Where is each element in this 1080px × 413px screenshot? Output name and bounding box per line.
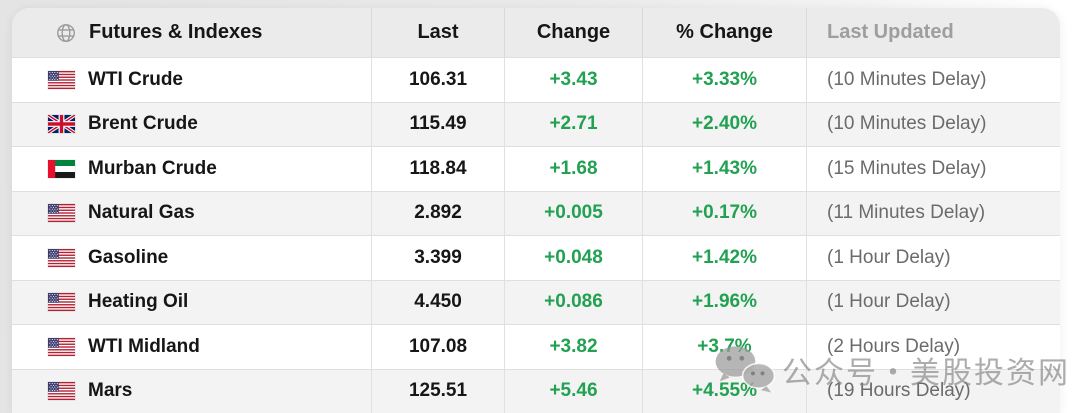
table-row[interactable]: Natural Gas 2.892 +0.005 +0.17% (11 Minu… — [12, 190, 1060, 235]
instrument-cell: Murban Crude — [12, 147, 372, 191]
instrument-name: Mars — [88, 380, 133, 402]
last-updated-delay: (19 Hours Delay) — [827, 380, 971, 402]
column-header-label: Futures & Indexes — [89, 21, 263, 43]
table-body: WTI Crude 106.31 +3.43 +3.33% (10 Minute… — [12, 57, 1060, 413]
table-row[interactable]: Gasoline 3.399 +0.048 +1.42% (1 Hour Del… — [12, 235, 1060, 280]
flag-us-icon — [48, 248, 75, 267]
globe-icon — [55, 22, 77, 44]
last-updated-delay: (15 Minutes Delay) — [827, 157, 987, 179]
flag-us-icon — [48, 337, 75, 356]
change-value: +3.82 — [505, 325, 643, 369]
table-row[interactable]: Murban Crude 118.84 +1.68 +1.43% (15 Min… — [12, 146, 1060, 191]
last-price: 106.31 — [372, 58, 505, 102]
instrument-name: WTI Midland — [88, 335, 200, 357]
table-row[interactable]: Mars 125.51 +5.46 +4.55% (19 Hours Delay… — [12, 368, 1060, 413]
instrument-name: Murban Crude — [88, 157, 217, 179]
table-row[interactable]: Brent Crude 115.49 +2.71 +2.40% (10 Minu… — [12, 101, 1060, 146]
last-price: 125.51 — [372, 369, 505, 413]
instrument-cell: Heating Oil — [12, 280, 372, 324]
last-updated-delay: (1 Hour Delay) — [827, 291, 951, 313]
futures-indexes-widget: Futures & Indexes Last Change % Change L… — [12, 8, 1060, 413]
column-header-percent-change: % Change — [643, 8, 807, 57]
instrument-name: Heating Oil — [88, 291, 189, 313]
instrument-cell: WTI Midland — [12, 325, 372, 369]
flag-us-icon — [48, 70, 75, 89]
flag-us-icon — [48, 382, 75, 401]
change-value: +5.46 — [505, 369, 643, 413]
last-price: 115.49 — [372, 102, 505, 146]
column-header-label: Last — [417, 21, 459, 43]
table-row[interactable]: Heating Oil 4.450 +0.086 +1.96% (1 Hour … — [12, 279, 1060, 324]
flag-ae-icon — [48, 159, 75, 178]
flag-us-icon — [48, 204, 75, 223]
flag-uk-icon — [48, 115, 75, 134]
change-value: +1.68 — [505, 147, 643, 191]
percent-change-value: +0.17% — [643, 191, 807, 235]
change-value: +3.43 — [505, 58, 643, 102]
column-header-label: Last Updated — [827, 21, 954, 43]
last-price: 118.84 — [372, 147, 505, 191]
percent-change-value: +3.33% — [643, 58, 807, 102]
instrument-name: WTI Crude — [88, 68, 183, 90]
last-price: 107.08 — [372, 325, 505, 369]
column-header-last-updated: Last Updated — [807, 8, 1060, 57]
column-header-label: Change — [536, 21, 611, 43]
percent-change-value: +1.96% — [643, 280, 807, 324]
percent-change-value: +1.43% — [643, 147, 807, 191]
instrument-cell: Gasoline — [12, 236, 372, 280]
percent-change-value: +4.55% — [643, 369, 807, 413]
last-price: 3.399 — [372, 236, 505, 280]
table-header: Futures & Indexes Last Change % Change L… — [12, 8, 1060, 57]
column-header-last: Last — [372, 8, 505, 57]
last-updated-delay: (11 Minutes Delay) — [827, 202, 986, 224]
instrument-cell: Brent Crude — [12, 102, 372, 146]
column-header-label: % Change — [676, 21, 773, 43]
column-header-change: Change — [505, 8, 643, 57]
change-value: +0.086 — [505, 280, 643, 324]
instrument-cell: WTI Crude — [12, 58, 372, 102]
last-price: 4.450 — [372, 280, 505, 324]
instrument-cell: Mars — [12, 369, 372, 413]
last-updated-delay: (1 Hour Delay) — [827, 246, 951, 268]
percent-change-value: +1.42% — [643, 236, 807, 280]
last-updated-delay: (10 Minutes Delay) — [827, 68, 987, 90]
last-price: 2.892 — [372, 191, 505, 235]
percent-change-value: +2.40% — [643, 102, 807, 146]
instrument-name: Brent Crude — [88, 113, 198, 135]
flag-us-icon — [48, 293, 75, 312]
instrument-cell: Natural Gas — [12, 191, 372, 235]
percent-change-value: +3.7% — [643, 325, 807, 369]
column-header-futures-indexes: Futures & Indexes — [12, 8, 372, 57]
table-row[interactable]: WTI Midland 107.08 +3.82 +3.7% (2 Hours … — [12, 324, 1060, 369]
table-row[interactable]: WTI Crude 106.31 +3.43 +3.33% (10 Minute… — [12, 57, 1060, 102]
instrument-name: Gasoline — [88, 246, 169, 268]
change-value: +0.048 — [505, 236, 643, 280]
last-updated-delay: (2 Hours Delay) — [827, 335, 961, 357]
last-updated-delay: (10 Minutes Delay) — [827, 113, 987, 135]
change-value: +2.71 — [505, 102, 643, 146]
instrument-name: Natural Gas — [88, 202, 195, 224]
change-value: +0.005 — [505, 191, 643, 235]
